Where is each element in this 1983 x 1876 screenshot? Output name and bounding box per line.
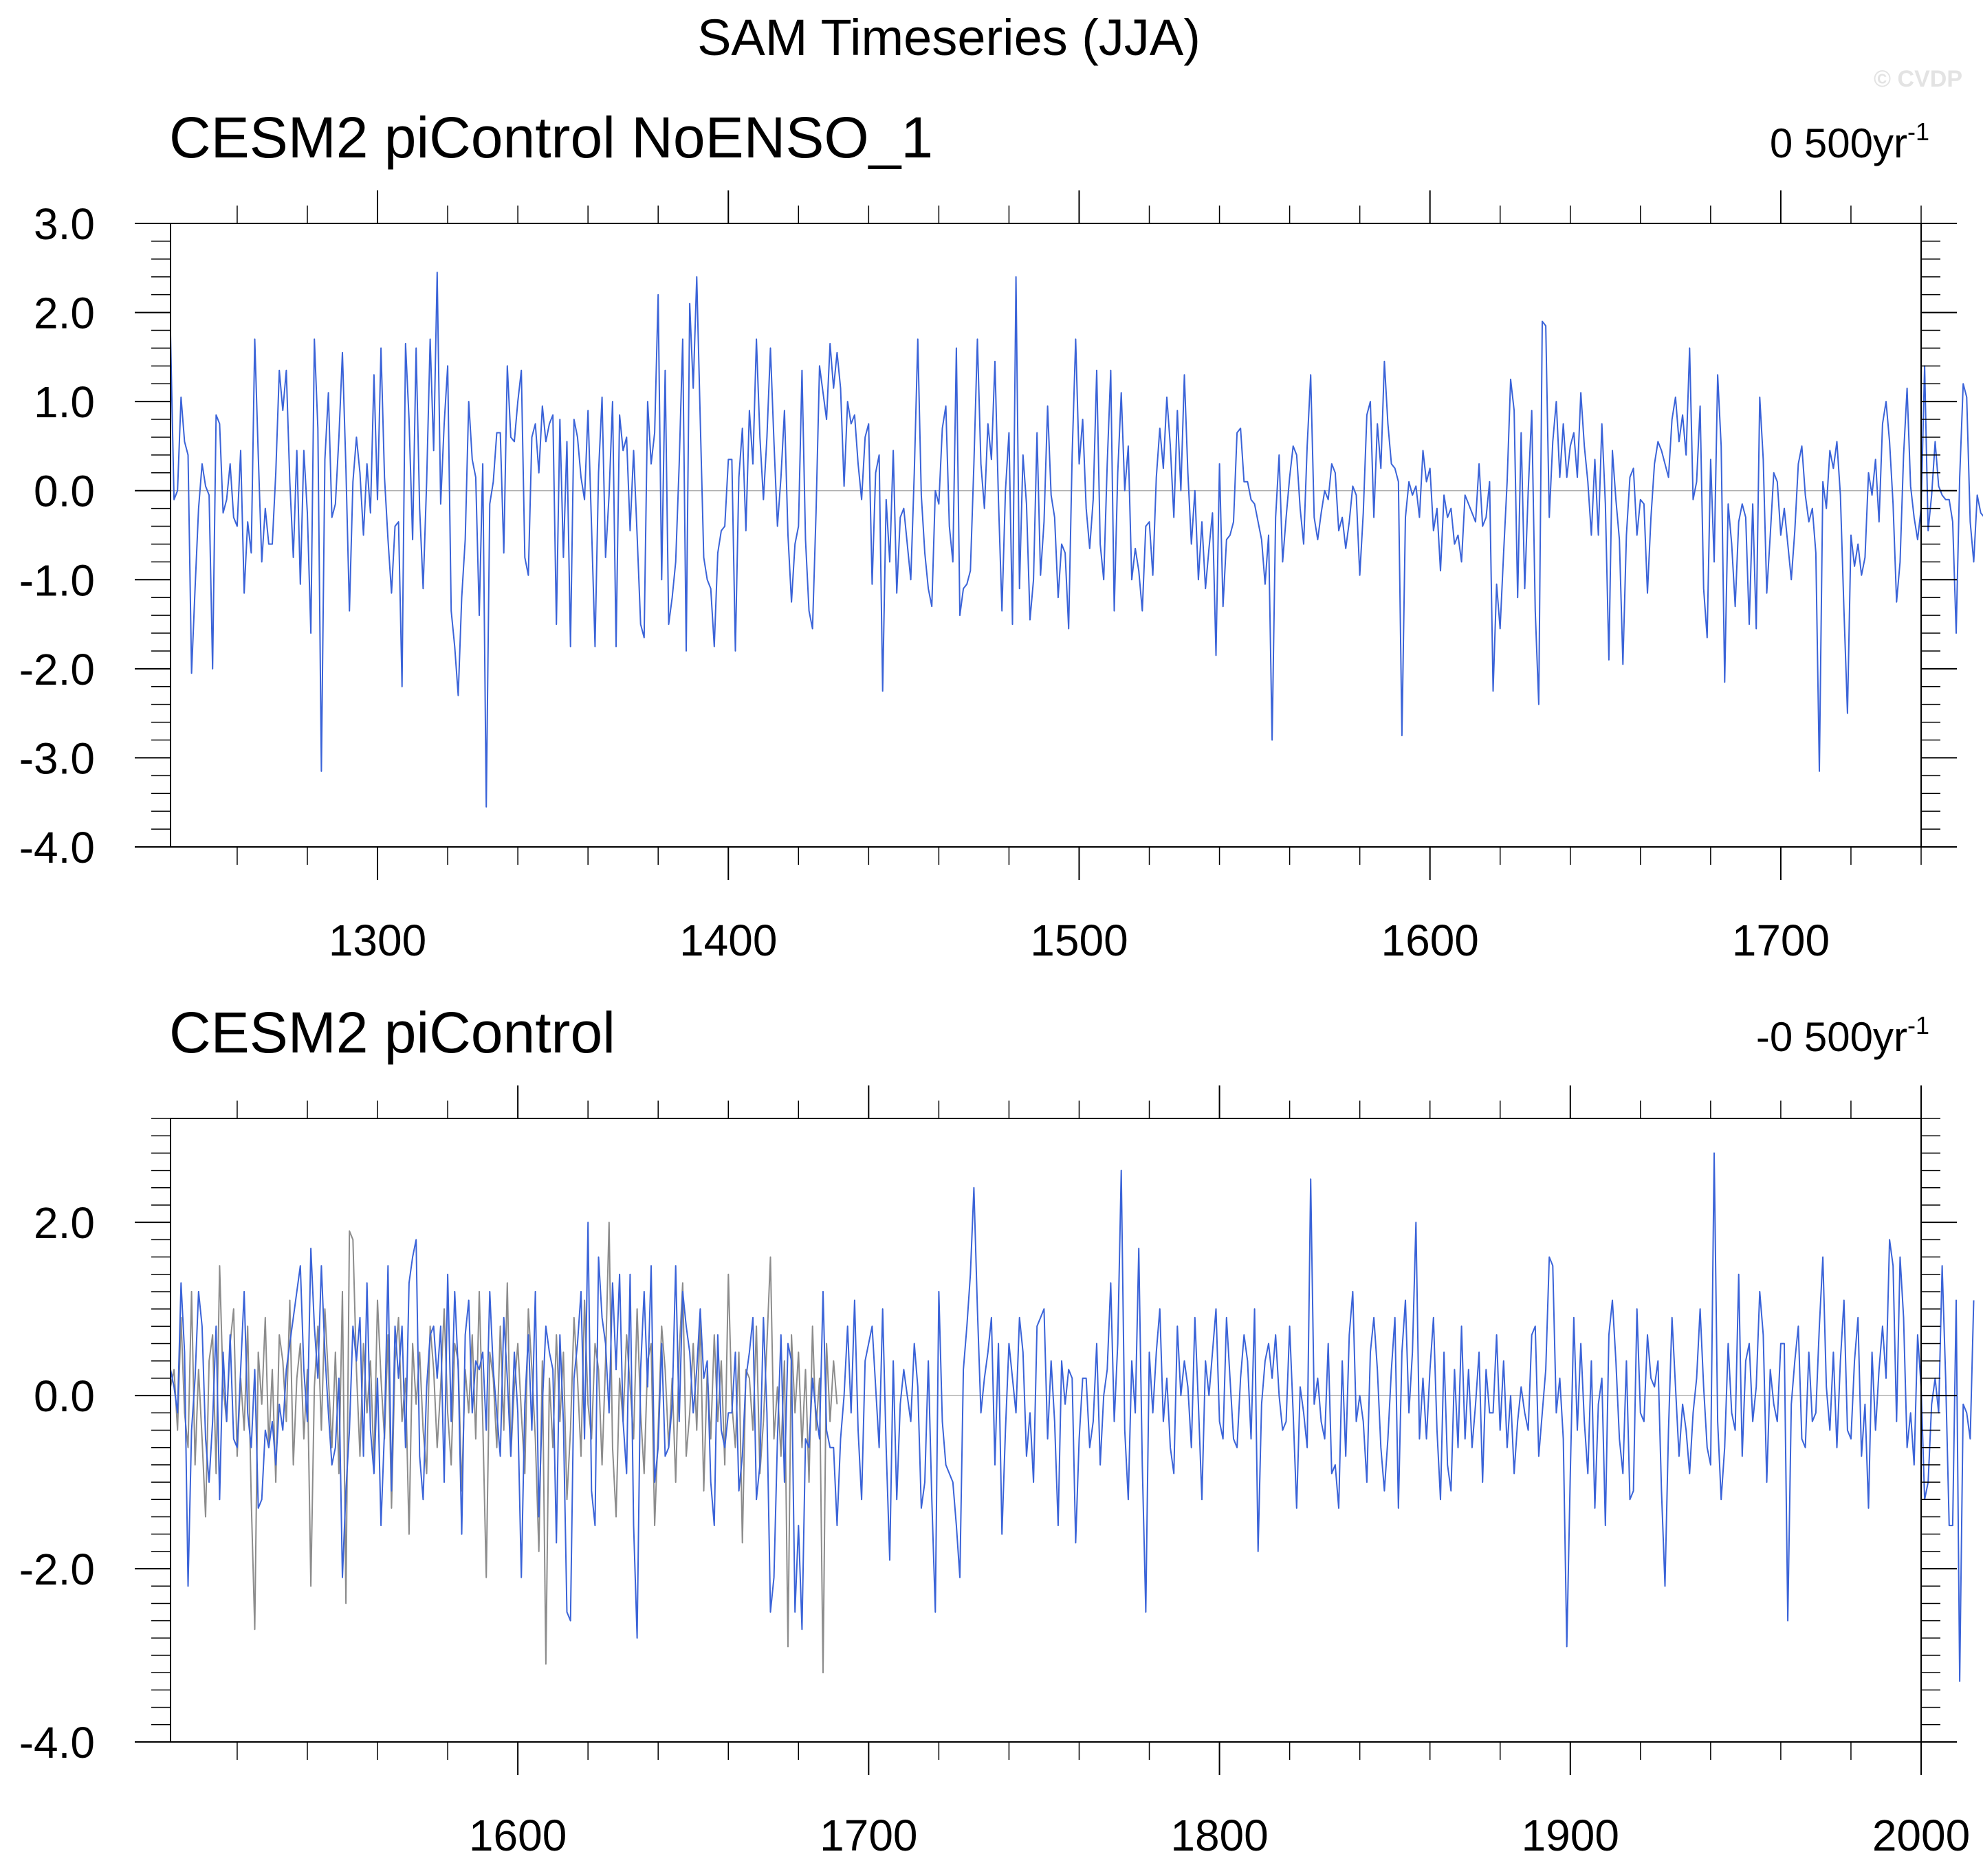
y-tick-label: -4.0 xyxy=(19,823,95,872)
y-tick-label: 2.0 xyxy=(34,1198,95,1248)
y-tick-label: -1.0 xyxy=(19,555,95,605)
panel-2-trend-label: -0 500yr-1 xyxy=(1755,1013,1929,1060)
panel-1-plot: 1300 1400 1500 1600 1700 -4.0 -3.0 -2.0 -1.0 0.0 1… xyxy=(19,190,1983,965)
y-tick-label: 2.0 xyxy=(34,289,95,338)
y-tick-label: 3.0 xyxy=(34,199,95,249)
x-tick-label: 1600 xyxy=(469,1811,567,1860)
x-tick-label: 1700 xyxy=(1732,916,1830,965)
panel-1-trend-value: 0 500yr xyxy=(1769,120,1907,166)
figure-title: SAM Timeseries (JJA) xyxy=(697,9,1201,66)
x-tick-label: 1600 xyxy=(1381,916,1479,965)
panel-2-plot: 1600 1700 1800 1900 2000 -4.0 -2.0 0.0 2.0 xyxy=(19,1085,1975,1860)
x-tick-label: 1500 xyxy=(1030,916,1128,965)
series-line-1 xyxy=(170,1152,1975,1682)
y-tick-label: 1.0 xyxy=(34,377,95,427)
panel-2-trend-exponent: -1 xyxy=(1907,1011,1929,1039)
series-line-1 xyxy=(170,272,1983,808)
y-tick-label: 0.0 xyxy=(34,1371,95,1421)
panel-2-trend-value: -0 500yr xyxy=(1755,1014,1907,1060)
y-tick-label: -2.0 xyxy=(19,1545,95,1594)
x-tick-label: 1900 xyxy=(1522,1811,1619,1860)
y-tick-label: 0.0 xyxy=(34,467,95,516)
panel-2-title: CESM2 piControl xyxy=(169,1000,615,1065)
panel-1-trend-exponent: -1 xyxy=(1907,118,1929,146)
plot-frame xyxy=(170,223,1922,848)
panel-1-trend-label: 0 500yr-1 xyxy=(1769,120,1929,166)
x-tick-label: 2000 xyxy=(1872,1811,1970,1860)
x-tick-label: 1300 xyxy=(329,916,426,965)
x-tick-label: 1400 xyxy=(679,916,777,965)
panel-1-title: CESM2 piControl NoENSO_1 xyxy=(169,105,934,170)
series-line-2 xyxy=(170,1222,838,1674)
y-tick-label: -2.0 xyxy=(19,645,95,694)
x-tick-label: 1800 xyxy=(1170,1811,1268,1860)
watermark-text: © CVDP xyxy=(1874,66,1962,92)
y-tick-label: -4.0 xyxy=(19,1718,95,1767)
y-tick-label: -3.0 xyxy=(19,733,95,783)
x-tick-label: 1700 xyxy=(820,1811,917,1860)
plot-frame xyxy=(170,1118,1922,1743)
